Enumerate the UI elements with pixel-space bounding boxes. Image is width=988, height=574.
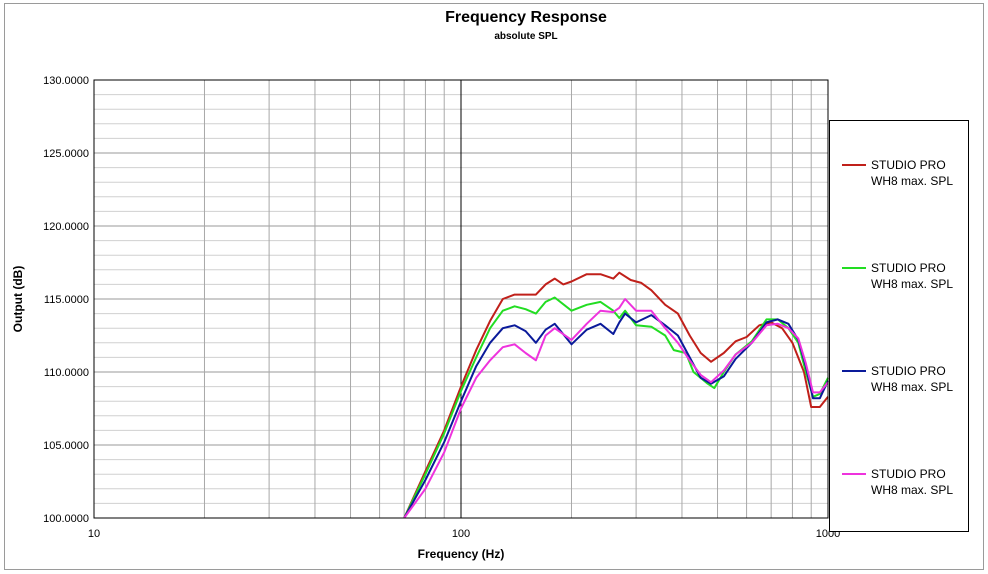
y-tick-label: 105.0000 <box>43 440 89 452</box>
x-tick-label: 10 <box>88 528 100 540</box>
y-tick-label: 100.0000 <box>43 513 89 525</box>
series-line-4 <box>403 298 829 519</box>
y-tick-label: 115.0000 <box>44 294 89 306</box>
tick-labels: 100.0000 105.0000 110.0000 115.0000 120.0000… <box>43 75 840 540</box>
y-tick-label: 120.0000 <box>43 221 89 233</box>
series-line-3 <box>403 312 829 519</box>
y-tick-label: 110.0000 <box>44 367 89 379</box>
x-tick-label: 100 <box>452 528 470 540</box>
legend-label: STUDIO PRO WH8 max. SPL <box>871 467 954 497</box>
series-layer <box>403 271 829 519</box>
legend-item-3: STUDIO PRO WH8 max. SPL <box>842 363 967 397</box>
legend-label: STUDIO PRO WH8 max. SPL <box>871 261 954 291</box>
grid-layer <box>94 80 828 518</box>
legend-item-1: STUDIO PRO WH8 max. SPL <box>842 157 967 191</box>
legend-item-4: STUDIO PRO WH8 max. SPL <box>842 466 967 500</box>
legend-item-2: STUDIO PRO WH8 max. SPL <box>842 260 967 294</box>
chart-subtitle: absolute SPL <box>494 31 558 42</box>
legend-swatch <box>842 164 866 166</box>
legend-label: STUDIO PRO WH8 max. SPL <box>871 158 954 188</box>
legend-swatch <box>842 267 866 269</box>
plot-border <box>93 79 829 519</box>
y-tick-label: 130.0000 <box>43 75 89 87</box>
x-axis-label: Frequency (Hz) <box>418 547 505 561</box>
chart-title: Frequency Response <box>445 9 607 26</box>
legend-label: STUDIO PRO WH8 max. SPL <box>871 364 954 394</box>
y-axis-label: Output (dB) <box>11 266 25 333</box>
legend: STUDIO PRO WH8 max. SPL STUDIO PRO WH8 ma… <box>829 120 969 532</box>
legend-swatch <box>842 473 866 475</box>
y-tick-label: 125.0000 <box>43 148 89 160</box>
legend-swatch <box>842 370 866 372</box>
series-line-1 <box>403 271 829 519</box>
